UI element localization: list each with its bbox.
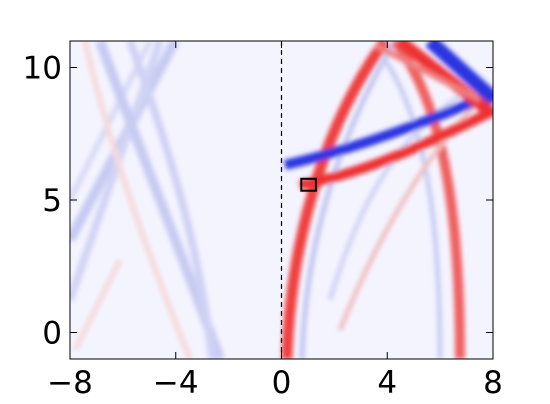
x-tick-label: 0 [272, 365, 292, 400]
x-tick-label: −4 [153, 365, 199, 400]
x-tick-label: 8 [483, 365, 503, 400]
x-tick-label: 4 [377, 365, 397, 400]
x-tick-label: −8 [47, 365, 93, 400]
wavefield [70, 41, 493, 359]
y-tick-label: 0 [42, 316, 62, 352]
y-tick-label: 5 [42, 183, 62, 219]
highlight-box [300, 177, 317, 192]
y-tick-label: 10 [23, 51, 62, 87]
